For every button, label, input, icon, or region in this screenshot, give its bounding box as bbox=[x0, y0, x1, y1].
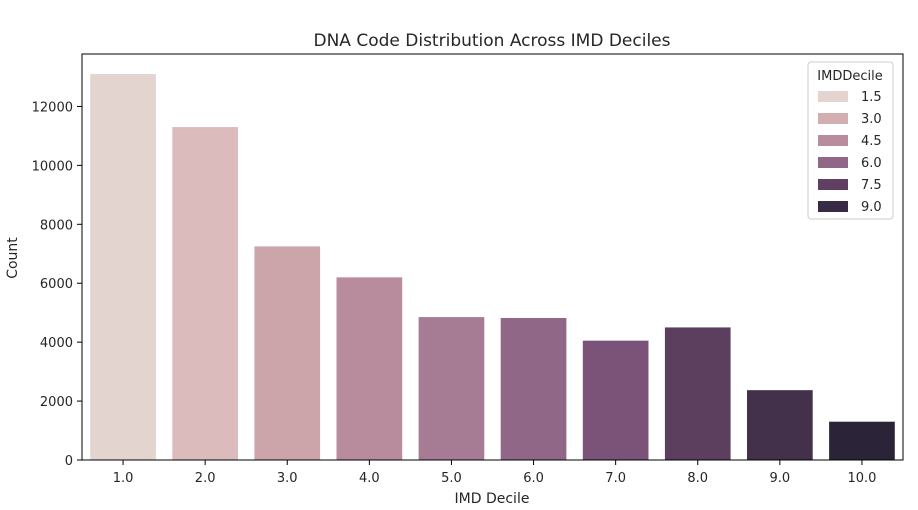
legend-swatch bbox=[818, 201, 848, 212]
bar bbox=[747, 390, 813, 460]
bar bbox=[90, 74, 156, 460]
x-axis: 1.0 2.0 3.0 4.0 5.0 6.0 7.0 8.0 9.0 10.0 bbox=[113, 460, 876, 486]
x-tick-label: 1.0 bbox=[113, 471, 134, 486]
bar bbox=[254, 246, 321, 460]
legend: IMDDecile 1.5 3.0 4.5 6.0 7.5 9.0 bbox=[807, 61, 894, 220]
plot-frame bbox=[81, 53, 904, 461]
x-tick-label: 4.0 bbox=[359, 471, 380, 486]
bar bbox=[336, 277, 403, 460]
x-tick-label: 9.0 bbox=[770, 471, 791, 486]
bar bbox=[829, 421, 895, 460]
y-axis-label: Count bbox=[5, 237, 21, 279]
legend-label: 9.0 bbox=[861, 200, 882, 215]
legend-swatch bbox=[818, 91, 848, 102]
legend-label: 4.5 bbox=[861, 134, 882, 149]
x-tick-label: 5.0 bbox=[441, 471, 462, 486]
bar bbox=[418, 317, 485, 460]
x-tick-label: 7.0 bbox=[605, 471, 626, 486]
bars-group bbox=[90, 74, 895, 460]
x-tick-label: 8.0 bbox=[687, 471, 708, 486]
y-tick-label: 8000 bbox=[40, 218, 73, 233]
legend-title: IMDDecile bbox=[817, 69, 882, 84]
y-tick-label: 12000 bbox=[32, 100, 73, 115]
x-tick-label: 6.0 bbox=[523, 471, 544, 486]
y-tick-label: 10000 bbox=[32, 159, 73, 174]
legend-swatch bbox=[818, 113, 848, 124]
bar bbox=[172, 127, 238, 460]
legend-swatch bbox=[818, 135, 848, 146]
x-tick-label: 3.0 bbox=[277, 471, 298, 486]
legend-swatch bbox=[818, 179, 848, 190]
y-tick-label: 6000 bbox=[40, 277, 73, 292]
y-axis: 0 2000 4000 6000 8000 10000 12000 bbox=[32, 100, 82, 469]
legend-swatch bbox=[818, 157, 848, 168]
bar bbox=[582, 340, 649, 460]
x-tick-label: 2.0 bbox=[195, 471, 216, 486]
legend-label: 1.5 bbox=[861, 90, 882, 105]
legend-label: 7.5 bbox=[861, 178, 882, 193]
bar bbox=[664, 327, 731, 460]
y-tick-label: 4000 bbox=[40, 336, 73, 351]
legend-label: 3.0 bbox=[861, 112, 882, 127]
y-tick-label: 0 bbox=[65, 454, 73, 469]
y-tick-label: 2000 bbox=[40, 395, 73, 410]
chart-title: DNA Code Distribution Across IMD Deciles bbox=[314, 31, 671, 51]
bar bbox=[500, 317, 567, 460]
x-tick-label: 10.0 bbox=[847, 471, 876, 486]
x-axis-label: IMD Decile bbox=[455, 491, 530, 507]
legend-label: 6.0 bbox=[861, 156, 882, 171]
